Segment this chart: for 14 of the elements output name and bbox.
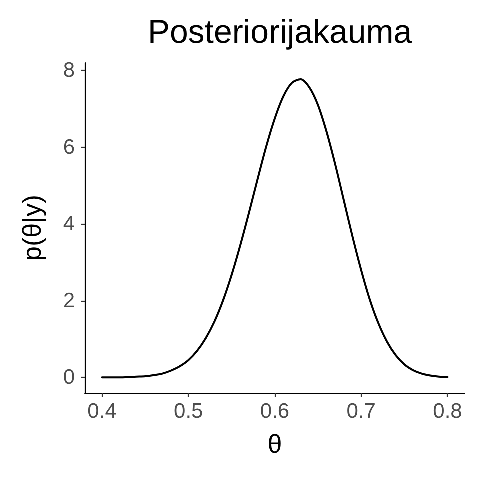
y-tick-label: 6 <box>63 136 75 159</box>
chart-title: Posteriorijakauma <box>148 13 413 50</box>
x-axis-title: θ <box>268 429 282 459</box>
y-tick-label: 2 <box>63 289 75 312</box>
x-tick-label: 0.4 <box>88 400 118 423</box>
x-tick-label: 0.7 <box>346 400 376 423</box>
x-tick-label: 0.5 <box>174 400 204 423</box>
x-tick-label: 0.8 <box>433 400 462 423</box>
y-tick-label: 0 <box>63 366 75 390</box>
line-series <box>101 78 449 379</box>
x-tick-label: 0.6 <box>260 400 290 423</box>
y-tick-label: 4 <box>63 212 76 236</box>
y-axis-title: p(θ|y) <box>17 195 47 261</box>
y-tick-label: 8 <box>63 59 75 82</box>
